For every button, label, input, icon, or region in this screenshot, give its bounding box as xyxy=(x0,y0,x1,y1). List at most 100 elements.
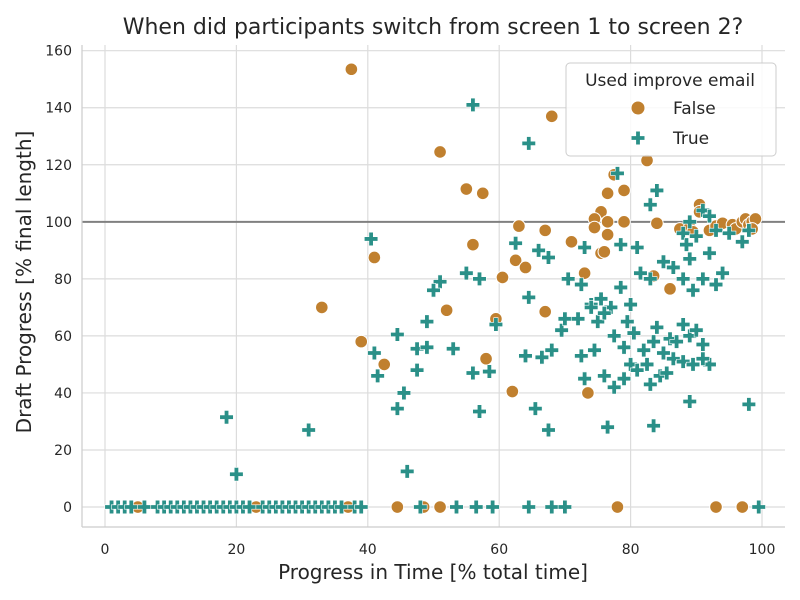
point-false xyxy=(505,384,520,399)
legend-title: Used improve email xyxy=(585,71,755,91)
point-true xyxy=(643,377,658,392)
point-true xyxy=(541,250,556,265)
point-true xyxy=(636,343,651,358)
y-tick-label: 60 xyxy=(54,329,72,345)
legend-marker-true xyxy=(630,130,646,146)
point-true xyxy=(695,271,710,286)
point-true xyxy=(472,404,487,419)
point-true xyxy=(518,348,533,363)
point-true xyxy=(561,271,576,286)
point-true xyxy=(708,277,724,292)
point-true xyxy=(620,314,635,329)
point-true xyxy=(656,345,671,361)
point-true xyxy=(541,422,556,438)
point-true xyxy=(607,328,622,344)
point-true xyxy=(702,209,717,224)
point-true xyxy=(334,499,349,515)
point-true xyxy=(689,228,704,244)
point-true xyxy=(613,280,628,295)
point-true xyxy=(409,363,425,378)
point-true xyxy=(557,311,573,326)
point-false xyxy=(650,216,664,231)
point-true xyxy=(649,320,664,335)
point-true xyxy=(521,499,536,515)
point-true xyxy=(400,464,415,479)
point-true xyxy=(616,371,632,386)
point-true xyxy=(751,499,766,515)
point-true xyxy=(570,311,586,326)
point-true xyxy=(370,368,385,383)
tick-labels: 0 20 40 60 80 100 0 20 40 60 80 100 120 140 160 xyxy=(45,44,775,558)
point-true xyxy=(715,266,730,281)
point-false xyxy=(709,500,723,514)
point-true xyxy=(413,499,428,515)
point-true xyxy=(630,363,645,378)
point-true xyxy=(682,394,697,409)
point-true xyxy=(646,334,661,349)
point-true xyxy=(685,357,701,372)
point-true xyxy=(741,223,756,238)
point-true xyxy=(554,323,569,338)
x-axis-title: Progress in Time [% total time] xyxy=(278,560,588,584)
point-true xyxy=(597,368,612,383)
point-false xyxy=(617,215,631,229)
point-true xyxy=(137,499,152,515)
point-true xyxy=(666,260,681,275)
point-false xyxy=(377,357,392,372)
point-false xyxy=(466,237,480,252)
point-true xyxy=(508,236,523,251)
point-true xyxy=(708,223,724,238)
point-true xyxy=(702,246,717,261)
point-true xyxy=(432,274,448,289)
point-true xyxy=(528,401,543,416)
point-false xyxy=(512,219,526,233)
point-true xyxy=(577,371,592,386)
point-true xyxy=(449,499,464,515)
point-false xyxy=(617,183,631,198)
point-true xyxy=(613,237,628,252)
point-true xyxy=(465,97,481,112)
point-true xyxy=(574,277,589,292)
point-true xyxy=(219,410,234,425)
data-points xyxy=(104,62,766,515)
y-tick-label: 100 xyxy=(45,215,72,231)
point-true xyxy=(639,357,655,372)
point-false xyxy=(587,220,602,235)
point-true xyxy=(695,351,710,366)
point-true xyxy=(600,420,615,435)
point-true xyxy=(682,328,697,344)
point-true xyxy=(485,499,500,515)
point-true xyxy=(531,243,546,258)
point-true xyxy=(426,283,441,298)
point-true xyxy=(682,214,697,229)
point-true xyxy=(659,365,674,381)
point-true xyxy=(229,467,244,482)
point-true xyxy=(544,499,559,515)
point-true xyxy=(633,266,648,281)
point-true xyxy=(390,401,405,416)
point-true xyxy=(472,271,487,286)
y-tick-label: 120 xyxy=(45,158,72,174)
point-false xyxy=(390,500,405,514)
point-false xyxy=(367,250,382,265)
point-false xyxy=(439,303,454,318)
point-false xyxy=(433,500,447,514)
point-true xyxy=(488,317,504,332)
x-tick-label: 100 xyxy=(749,542,776,558)
point-true xyxy=(643,197,658,212)
point-false xyxy=(479,351,493,366)
point-true xyxy=(419,314,435,329)
chart-title: When did participants switch from screen… xyxy=(123,15,744,40)
point-false xyxy=(495,270,510,285)
point-false xyxy=(538,304,552,319)
point-false xyxy=(581,386,595,400)
point-true xyxy=(390,327,405,342)
point-false xyxy=(597,244,612,259)
x-tick-label: 60 xyxy=(490,542,508,558)
y-tick-label: 160 xyxy=(45,44,72,60)
point-false xyxy=(610,500,625,514)
point-true xyxy=(662,331,678,346)
x-tick-label: 80 xyxy=(622,542,640,558)
point-true xyxy=(741,397,756,412)
